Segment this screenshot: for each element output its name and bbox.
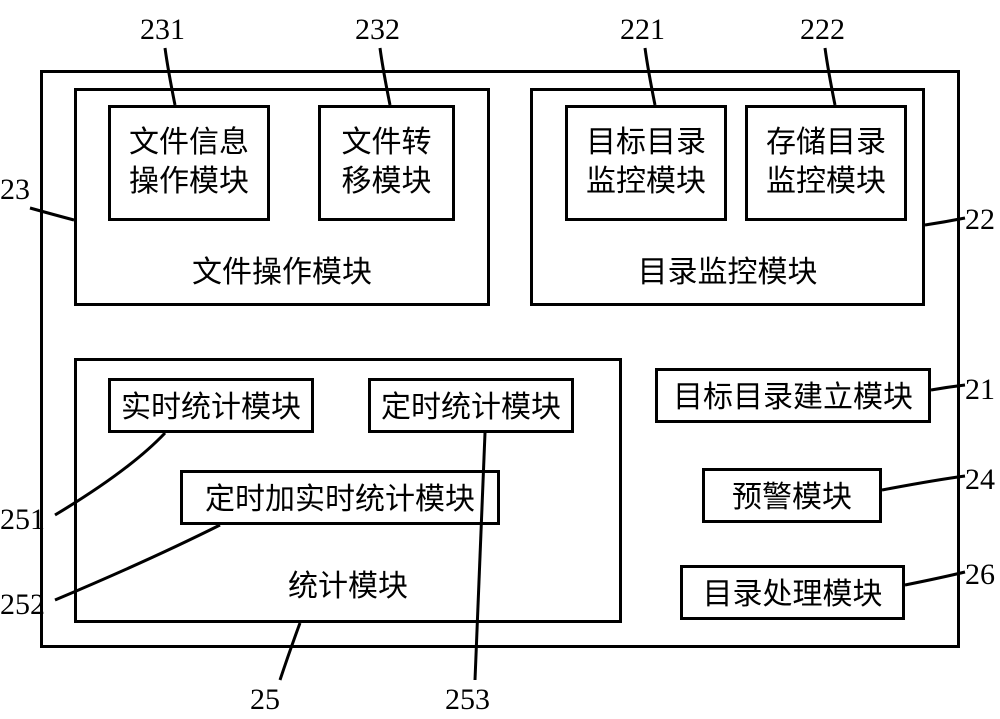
box-21-label: 目标目录建立模块 (655, 378, 931, 417)
callout-26: 26 (965, 555, 995, 594)
box-221-label: 目标目录 监控模块 (565, 123, 727, 201)
callout-221: 221 (620, 10, 665, 49)
box-231-label: 文件信息 操作模块 (108, 123, 270, 201)
callout-21: 21 (965, 370, 995, 409)
callout-253: 253 (445, 680, 490, 719)
group-25-label: 统计模块 (74, 567, 622, 606)
callout-22: 22 (965, 200, 995, 239)
callout-222: 222 (800, 10, 845, 49)
callout-232: 232 (355, 10, 400, 49)
group-23-label: 文件操作模块 (74, 253, 490, 292)
callout-251: 251 (0, 500, 45, 539)
diagram-canvas: 文件操作模块 文件信息 操作模块 文件转 移模块 目录监控模块 目标目录 监控模… (0, 0, 1000, 719)
box-251-label: 实时统计模块 (108, 388, 314, 427)
box-26-label: 目录处理模块 (680, 575, 905, 614)
callout-252: 252 (0, 585, 45, 624)
box-232-label: 文件转 移模块 (318, 123, 455, 201)
box-252-label: 定时加实时统计模块 (180, 480, 500, 519)
group-22-label: 目录监控模块 (530, 253, 925, 292)
callout-231: 231 (140, 10, 185, 49)
callout-23: 23 (0, 170, 30, 209)
callout-24: 24 (965, 460, 995, 499)
box-24-label: 预警模块 (702, 478, 882, 517)
box-253-label: 定时统计模块 (368, 388, 574, 427)
callout-25: 25 (250, 680, 280, 719)
box-222-label: 存储目录 监控模块 (745, 123, 907, 201)
